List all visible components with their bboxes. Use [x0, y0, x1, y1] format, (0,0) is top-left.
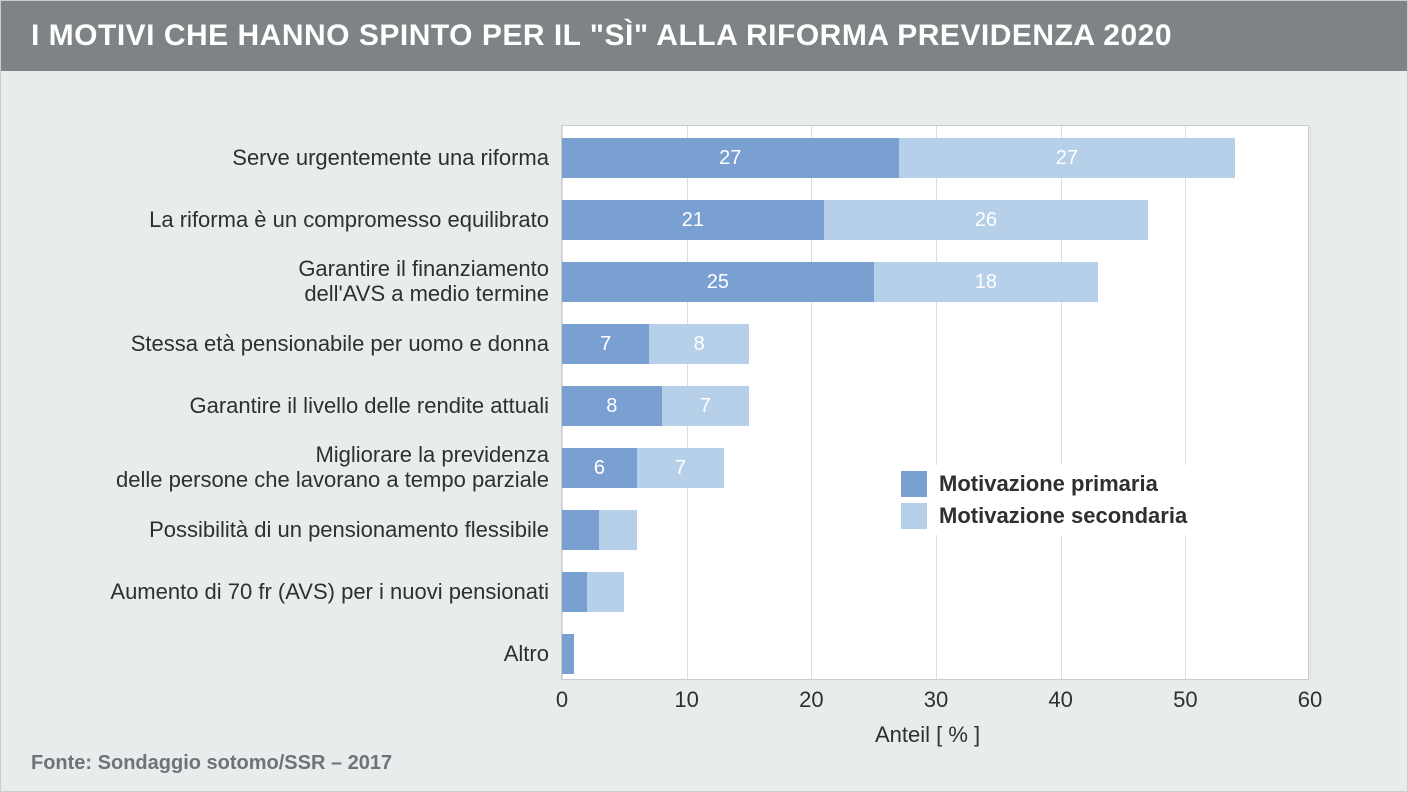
bar-segment-secondary: 27	[899, 138, 1236, 178]
bar-row: 87	[562, 386, 749, 426]
bar-row: 2727	[562, 138, 1235, 178]
plot-area: 0102030405060272721262518788767	[561, 125, 1309, 680]
bar-segment-secondary: 7	[662, 386, 749, 426]
x-tick-label: 50	[1173, 687, 1197, 713]
bar-segment-primary: 27	[562, 138, 899, 178]
chart-title: I MOTIVI CHE HANNO SPINTO PER IL "SÌ" AL…	[1, 1, 1407, 71]
category-label: Garantire il livello delle rendite attua…	[29, 393, 549, 418]
x-tick-label: 10	[674, 687, 698, 713]
legend-item: Motivazione secondaria	[901, 503, 1187, 529]
bar-segment-secondary	[587, 572, 624, 612]
category-label: Possibilità di un pensionamento flessibi…	[29, 517, 549, 542]
chart-area: 0102030405060272721262518788767 Anteil […	[1, 75, 1408, 715]
bar-segment-primary	[562, 510, 599, 550]
x-tick-label: 30	[924, 687, 948, 713]
bar-row: 2126	[562, 200, 1148, 240]
legend-swatch	[901, 503, 927, 529]
legend-swatch	[901, 471, 927, 497]
bar-segment-primary: 6	[562, 448, 637, 488]
category-label: Stessa età pensionabile per uomo e donna	[29, 331, 549, 356]
category-label: Migliorare la previdenzadelle persone ch…	[29, 442, 549, 493]
gridline	[1310, 126, 1311, 679]
bar-segment-secondary: 8	[649, 324, 749, 364]
bar-segment-primary: 8	[562, 386, 662, 426]
x-tick-label: 40	[1048, 687, 1072, 713]
bar-row	[562, 510, 637, 550]
x-tick-label: 60	[1298, 687, 1322, 713]
bar-segment-secondary: 26	[824, 200, 1148, 240]
chart-container: I MOTIVI CHE HANNO SPINTO PER IL "SÌ" AL…	[0, 0, 1408, 792]
x-axis-label: Anteil [ % ]	[875, 722, 980, 748]
category-label: Serve urgentemente una riforma	[29, 145, 549, 170]
bar-segment-primary: 25	[562, 262, 874, 302]
category-label: La riforma è un compromesso equilibrato	[29, 207, 549, 232]
bar-row: 2518	[562, 262, 1098, 302]
source-text: Fonte: Sondaggio sotomo/SSR – 2017	[31, 752, 392, 775]
x-tick-label: 20	[799, 687, 823, 713]
bar-segment-primary: 21	[562, 200, 824, 240]
bar-segment-primary	[562, 572, 587, 612]
bar-segment-secondary: 18	[874, 262, 1098, 302]
category-label: Garantire il finanziamentodell'AVS a med…	[29, 256, 549, 307]
bar-row: 67	[562, 448, 724, 488]
bar-segment-secondary: 7	[637, 448, 724, 488]
bar-row	[562, 634, 574, 674]
category-label: Aumento di 70 fr (AVS) per i nuovi pensi…	[29, 579, 549, 604]
legend: Motivazione primaria Motivazione secondar…	[901, 465, 1187, 535]
legend-label: Motivazione primaria	[939, 471, 1158, 497]
gridline	[1185, 126, 1186, 679]
bar-row: 78	[562, 324, 749, 364]
bar-segment-primary: 7	[562, 324, 649, 364]
category-label: Altro	[29, 641, 549, 666]
bar-segment-primary	[562, 634, 574, 674]
legend-item: Motivazione primaria	[901, 471, 1187, 497]
x-tick-label: 0	[556, 687, 568, 713]
bar-row	[562, 572, 624, 612]
bar-segment-secondary	[599, 510, 636, 550]
legend-label: Motivazione secondaria	[939, 503, 1187, 529]
